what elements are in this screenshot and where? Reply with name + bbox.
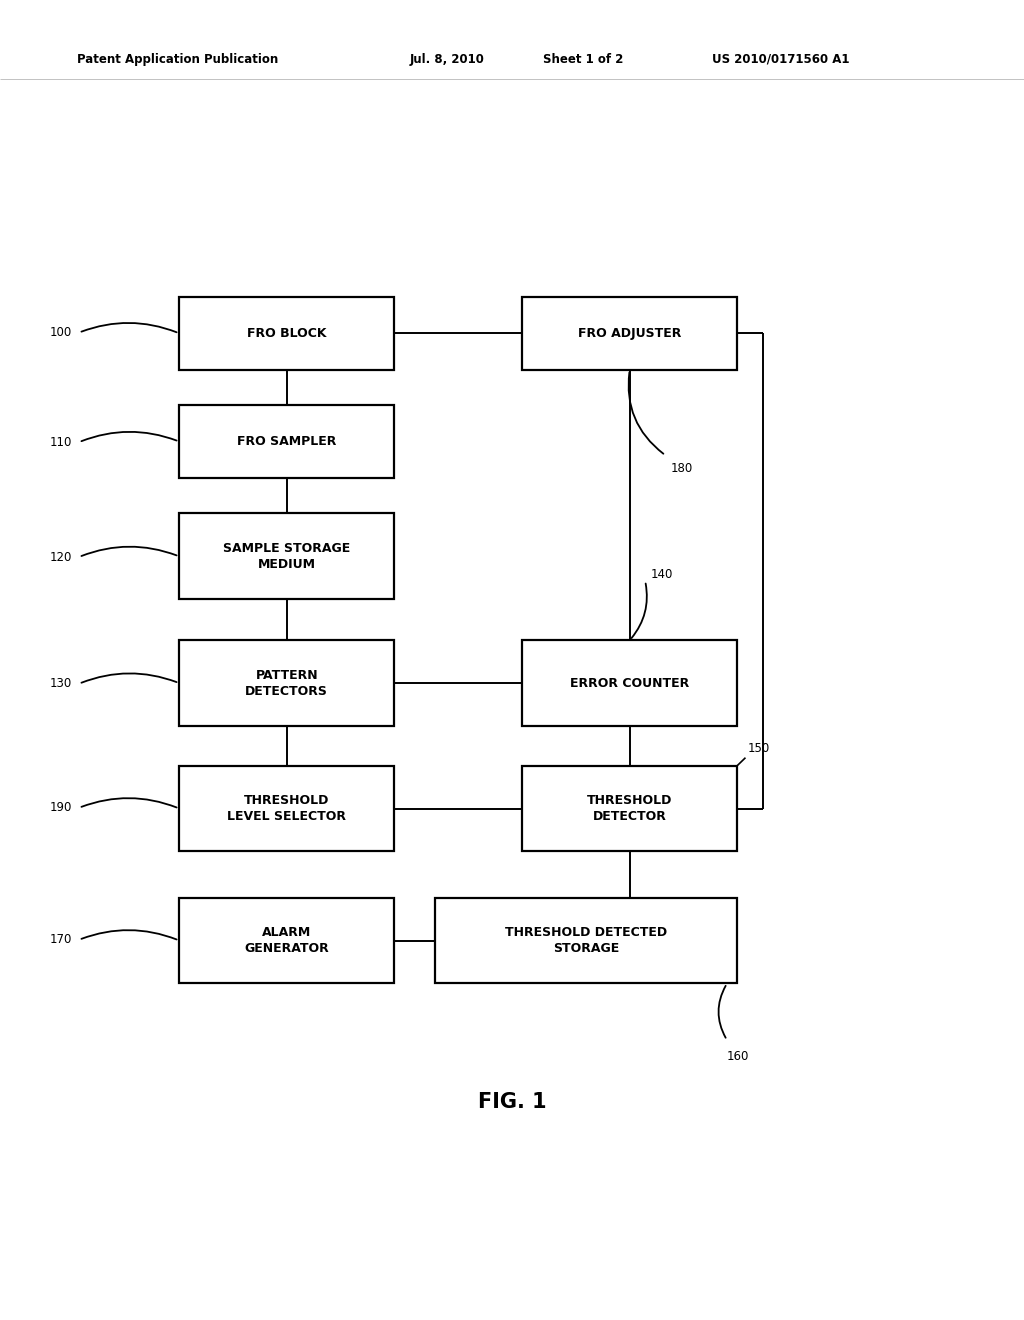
FancyBboxPatch shape: [179, 640, 394, 726]
FancyBboxPatch shape: [179, 513, 394, 599]
Text: PATTERN
DETECTORS: PATTERN DETECTORS: [246, 669, 328, 697]
FancyBboxPatch shape: [179, 898, 394, 983]
Text: FRO SAMPLER: FRO SAMPLER: [237, 436, 337, 447]
Text: Patent Application Publication: Patent Application Publication: [77, 53, 279, 66]
Text: 120: 120: [49, 550, 72, 564]
Text: SAMPLE STORAGE
MEDIUM: SAMPLE STORAGE MEDIUM: [223, 543, 350, 570]
Text: 130: 130: [49, 677, 72, 690]
Text: 140: 140: [650, 568, 673, 581]
FancyBboxPatch shape: [179, 766, 394, 851]
Text: Jul. 8, 2010: Jul. 8, 2010: [410, 53, 484, 66]
Text: 190: 190: [49, 801, 72, 814]
Text: FRO BLOCK: FRO BLOCK: [247, 327, 327, 339]
FancyBboxPatch shape: [435, 898, 737, 983]
Text: 150: 150: [748, 742, 770, 755]
FancyBboxPatch shape: [179, 297, 394, 370]
FancyBboxPatch shape: [522, 766, 737, 851]
Text: Sheet 1 of 2: Sheet 1 of 2: [543, 53, 623, 66]
Text: ERROR COUNTER: ERROR COUNTER: [570, 677, 689, 689]
Text: 160: 160: [727, 1049, 750, 1063]
FancyBboxPatch shape: [179, 405, 394, 478]
FancyBboxPatch shape: [522, 640, 737, 726]
Text: THRESHOLD
DETECTOR: THRESHOLD DETECTOR: [587, 795, 673, 822]
Text: FIG. 1: FIG. 1: [477, 1092, 547, 1113]
Text: 100: 100: [49, 326, 72, 339]
Text: THRESHOLD DETECTED
STORAGE: THRESHOLD DETECTED STORAGE: [505, 927, 668, 954]
Text: 110: 110: [49, 436, 72, 449]
Text: US 2010/0171560 A1: US 2010/0171560 A1: [712, 53, 849, 66]
FancyBboxPatch shape: [522, 297, 737, 370]
Text: FRO ADJUSTER: FRO ADJUSTER: [579, 327, 681, 339]
Text: 180: 180: [671, 462, 693, 475]
Text: ALARM
GENERATOR: ALARM GENERATOR: [245, 927, 329, 954]
Text: 170: 170: [49, 933, 72, 946]
Text: THRESHOLD
LEVEL SELECTOR: THRESHOLD LEVEL SELECTOR: [227, 795, 346, 822]
